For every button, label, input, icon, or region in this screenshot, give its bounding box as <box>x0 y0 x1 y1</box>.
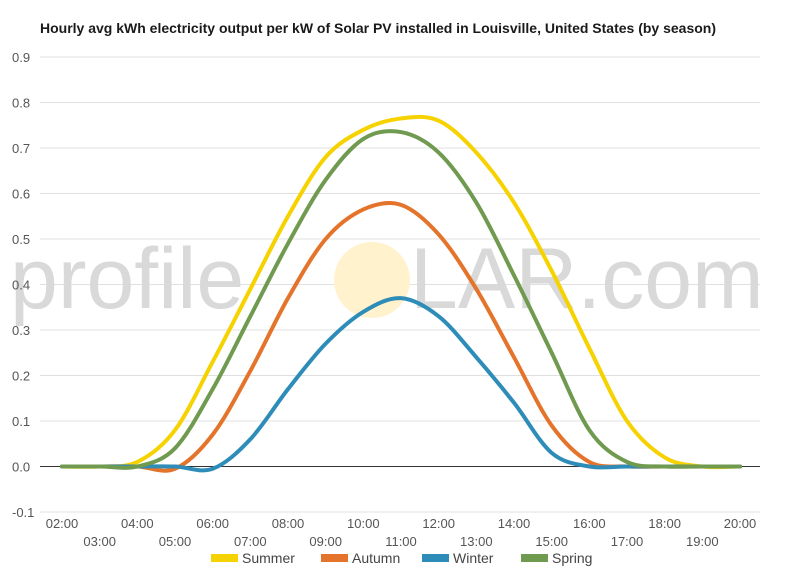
x-tick-label: 15:00 <box>535 534 568 549</box>
x-tick-label: 03:00 <box>83 534 116 549</box>
legend-swatch-summer <box>211 554 238 562</box>
x-tick-label: 08:00 <box>272 516 305 531</box>
legend-label-summer: Summer <box>242 550 295 566</box>
series-line-spring <box>60 129 742 470</box>
legend-label-winter: Winter <box>453 550 494 566</box>
legend-swatch-spring <box>521 554 548 562</box>
series-lines <box>60 114 742 473</box>
x-tick-label: 02:00 <box>46 516 79 531</box>
x-tick-label: 14:00 <box>498 516 531 531</box>
x-tick-label: 12:00 <box>422 516 455 531</box>
x-tick-label: 09:00 <box>309 534 342 549</box>
y-tick-label: 0.8 <box>12 96 30 111</box>
x-tick-label: 07:00 <box>234 534 267 549</box>
y-tick-label: 0.6 <box>12 187 30 202</box>
x-tick-label: 06:00 <box>196 516 229 531</box>
x-tick-label: 11:00 <box>385 534 417 549</box>
x-tick-label: 04:00 <box>121 516 154 531</box>
y-tick-label: 0.0 <box>12 460 30 475</box>
x-tick-label: 13:00 <box>460 534 493 549</box>
x-tick-label: 05:00 <box>159 534 192 549</box>
watermark-left: profile <box>10 231 244 327</box>
y-tick-label: 0.4 <box>12 278 30 293</box>
y-tick-label: 0.5 <box>12 232 30 247</box>
x-tick-label: 20:00 <box>724 516 757 531</box>
legend: Summer Autumn Winter Spring <box>211 550 592 566</box>
y-tick-label: 0.1 <box>12 414 30 429</box>
watermark: profile LAR.com <box>10 231 764 327</box>
x-tick-label: 10:00 <box>347 516 380 531</box>
x-tick-label: 16:00 <box>573 516 606 531</box>
legend-label-spring: Spring <box>552 550 592 566</box>
x-tick-label: 18:00 <box>648 516 681 531</box>
watermark-right: LAR.com <box>410 231 764 327</box>
x-tick-label: 19:00 <box>686 534 719 549</box>
legend-label-autumn: Autumn <box>352 550 400 566</box>
legend-swatch-autumn <box>321 554 348 562</box>
y-tick-label: -0.1 <box>12 505 34 520</box>
chart-title: Hourly avg kWh electricity output per kW… <box>40 20 716 36</box>
y-tick-label: 0.3 <box>12 323 30 338</box>
series-line-winter <box>60 296 742 473</box>
y-tick-label: 0.9 <box>12 50 30 65</box>
legend-swatch-winter <box>422 554 449 562</box>
series-line-summer <box>60 114 742 470</box>
x-tick-label: 17:00 <box>611 534 644 549</box>
y-tick-label: 0.2 <box>12 369 30 384</box>
y-tick-label: 0.7 <box>12 141 30 156</box>
